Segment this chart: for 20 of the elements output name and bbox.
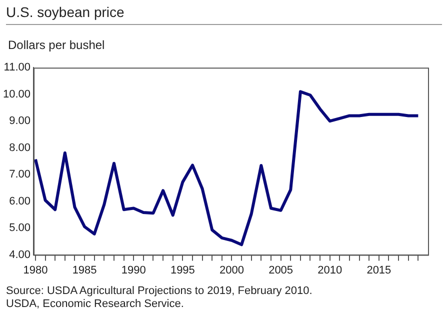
y-axis-title: Dollars per bushel	[8, 38, 105, 52]
source-note: Source: USDA Agricultural Projections to 2019, February 2010.	[6, 285, 312, 298]
y-tick-label: 8.00	[9, 142, 31, 154]
x-tick-label: 1990	[121, 264, 146, 276]
x-tick-label: 1995	[170, 264, 195, 276]
y-tick-label: 7.00	[9, 168, 31, 181]
x-tick-label: 1985	[72, 264, 97, 276]
x-tick-label: 2010	[318, 264, 342, 276]
x-tick-label: 1980	[23, 264, 48, 276]
y-tick-label: 6.00	[9, 195, 31, 208]
y-tick-label: 4.00	[9, 248, 31, 261]
text: USDA, Economic Research Service.	[6, 298, 185, 311]
y-tick-label: 5.00	[9, 222, 31, 234]
chart-title: U.S. soybean price	[6, 4, 442, 25]
y-tick-label: 10.00	[2, 88, 31, 100]
x-tick-label: 2015	[366, 264, 392, 276]
y-tick-label: 9.00	[9, 115, 31, 128]
y-tick-label: 11.00	[4, 62, 31, 74]
x-tick-label: 2005	[268, 264, 294, 276]
x-tick-label: 2000	[220, 264, 244, 276]
